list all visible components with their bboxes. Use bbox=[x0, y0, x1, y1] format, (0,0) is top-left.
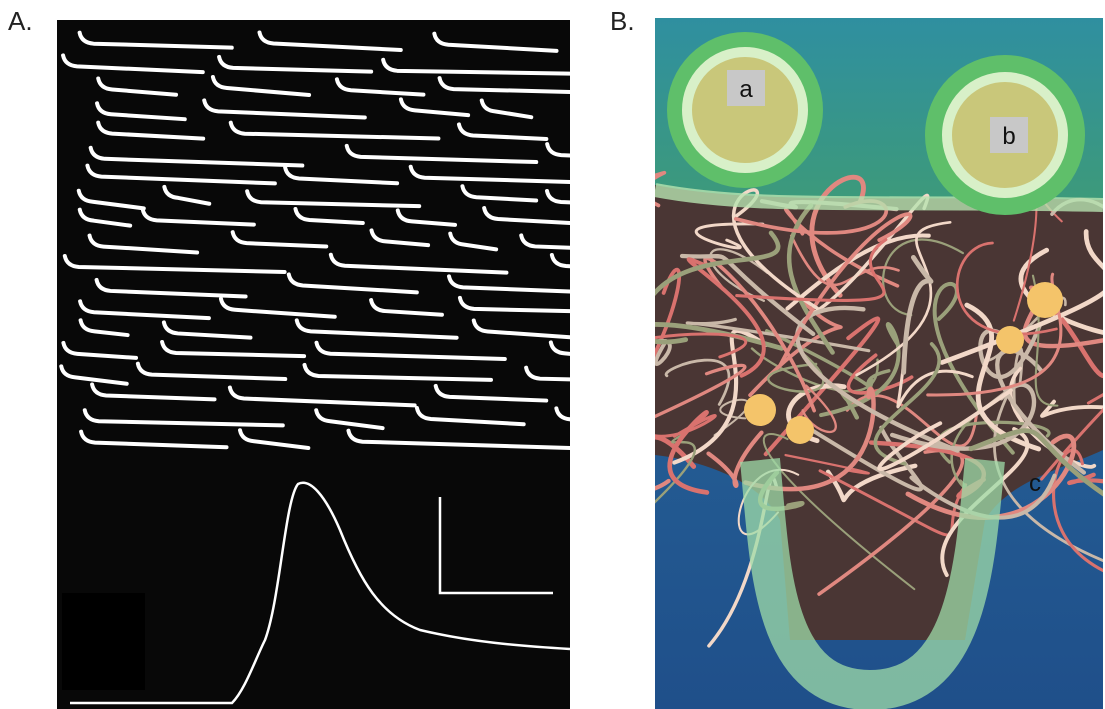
page: A. B. a b c (() => { const data = JSON.p… bbox=[0, 0, 1105, 709]
fiber bbox=[570, 481, 669, 595]
inset-label: b bbox=[1002, 123, 1015, 150]
dark-square bbox=[62, 593, 145, 690]
inset-label: a bbox=[739, 76, 753, 103]
panel-label: B. bbox=[610, 6, 635, 36]
inset-label: c bbox=[1029, 470, 1041, 497]
panel-label: A. bbox=[8, 6, 33, 36]
figure: A. B. a b c bbox=[0, 0, 1105, 709]
vesicle-core bbox=[687, 52, 803, 168]
